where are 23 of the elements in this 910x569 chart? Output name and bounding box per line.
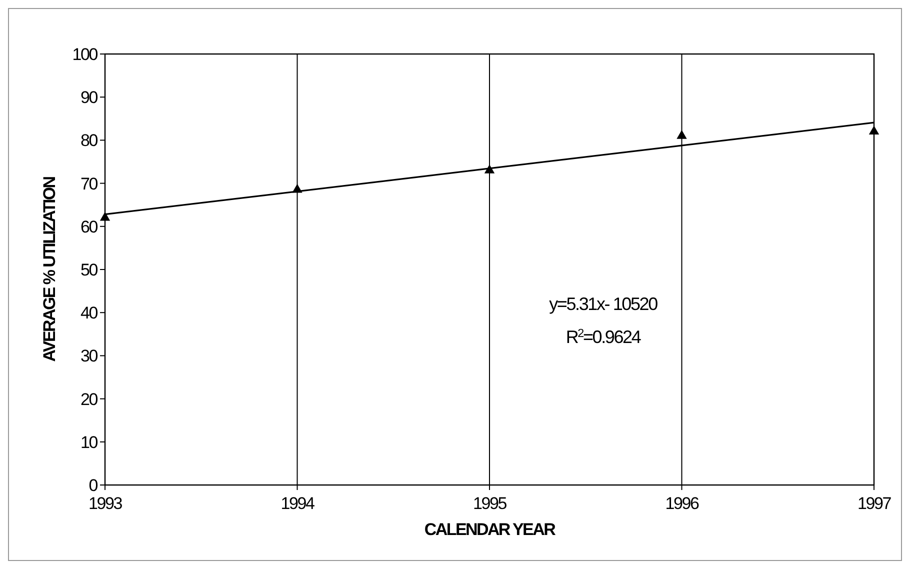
- x-tick-label: 1995: [472, 494, 507, 513]
- y-tick-label: 70: [80, 174, 98, 194]
- point: [676, 130, 687, 139]
- y-tick-label: 80: [80, 131, 98, 150]
- x-tick-label: 1993: [88, 494, 122, 513]
- y-tick-label: 40: [80, 304, 98, 323]
- x-tick-label: 1997: [857, 494, 892, 513]
- y-tick-label: 10: [80, 432, 98, 452]
- y-tick-label: 20: [80, 390, 98, 409]
- x-tick-label: 1996: [665, 494, 699, 513]
- point: [868, 126, 880, 135]
- y-tick-label: 30: [80, 346, 98, 366]
- y-tick-label: 90: [80, 88, 98, 108]
- x-tick-label: 1994: [280, 494, 314, 513]
- y-tick-label: 100: [72, 44, 98, 64]
- y-tick-label: 60: [80, 217, 98, 236]
- annotation: y=5.31x- 10520: [549, 294, 658, 314]
- point: [100, 212, 110, 221]
- y-axis-title: AVERAGE % UTILIZATION: [40, 176, 59, 362]
- x-axis-title: CALENDAR YEAR: [424, 520, 556, 539]
- annotation: R$^{2}$=0.9624: [566, 326, 642, 347]
- y-tick-label: 0: [88, 476, 98, 495]
- y-tick-label: 50: [80, 260, 98, 280]
